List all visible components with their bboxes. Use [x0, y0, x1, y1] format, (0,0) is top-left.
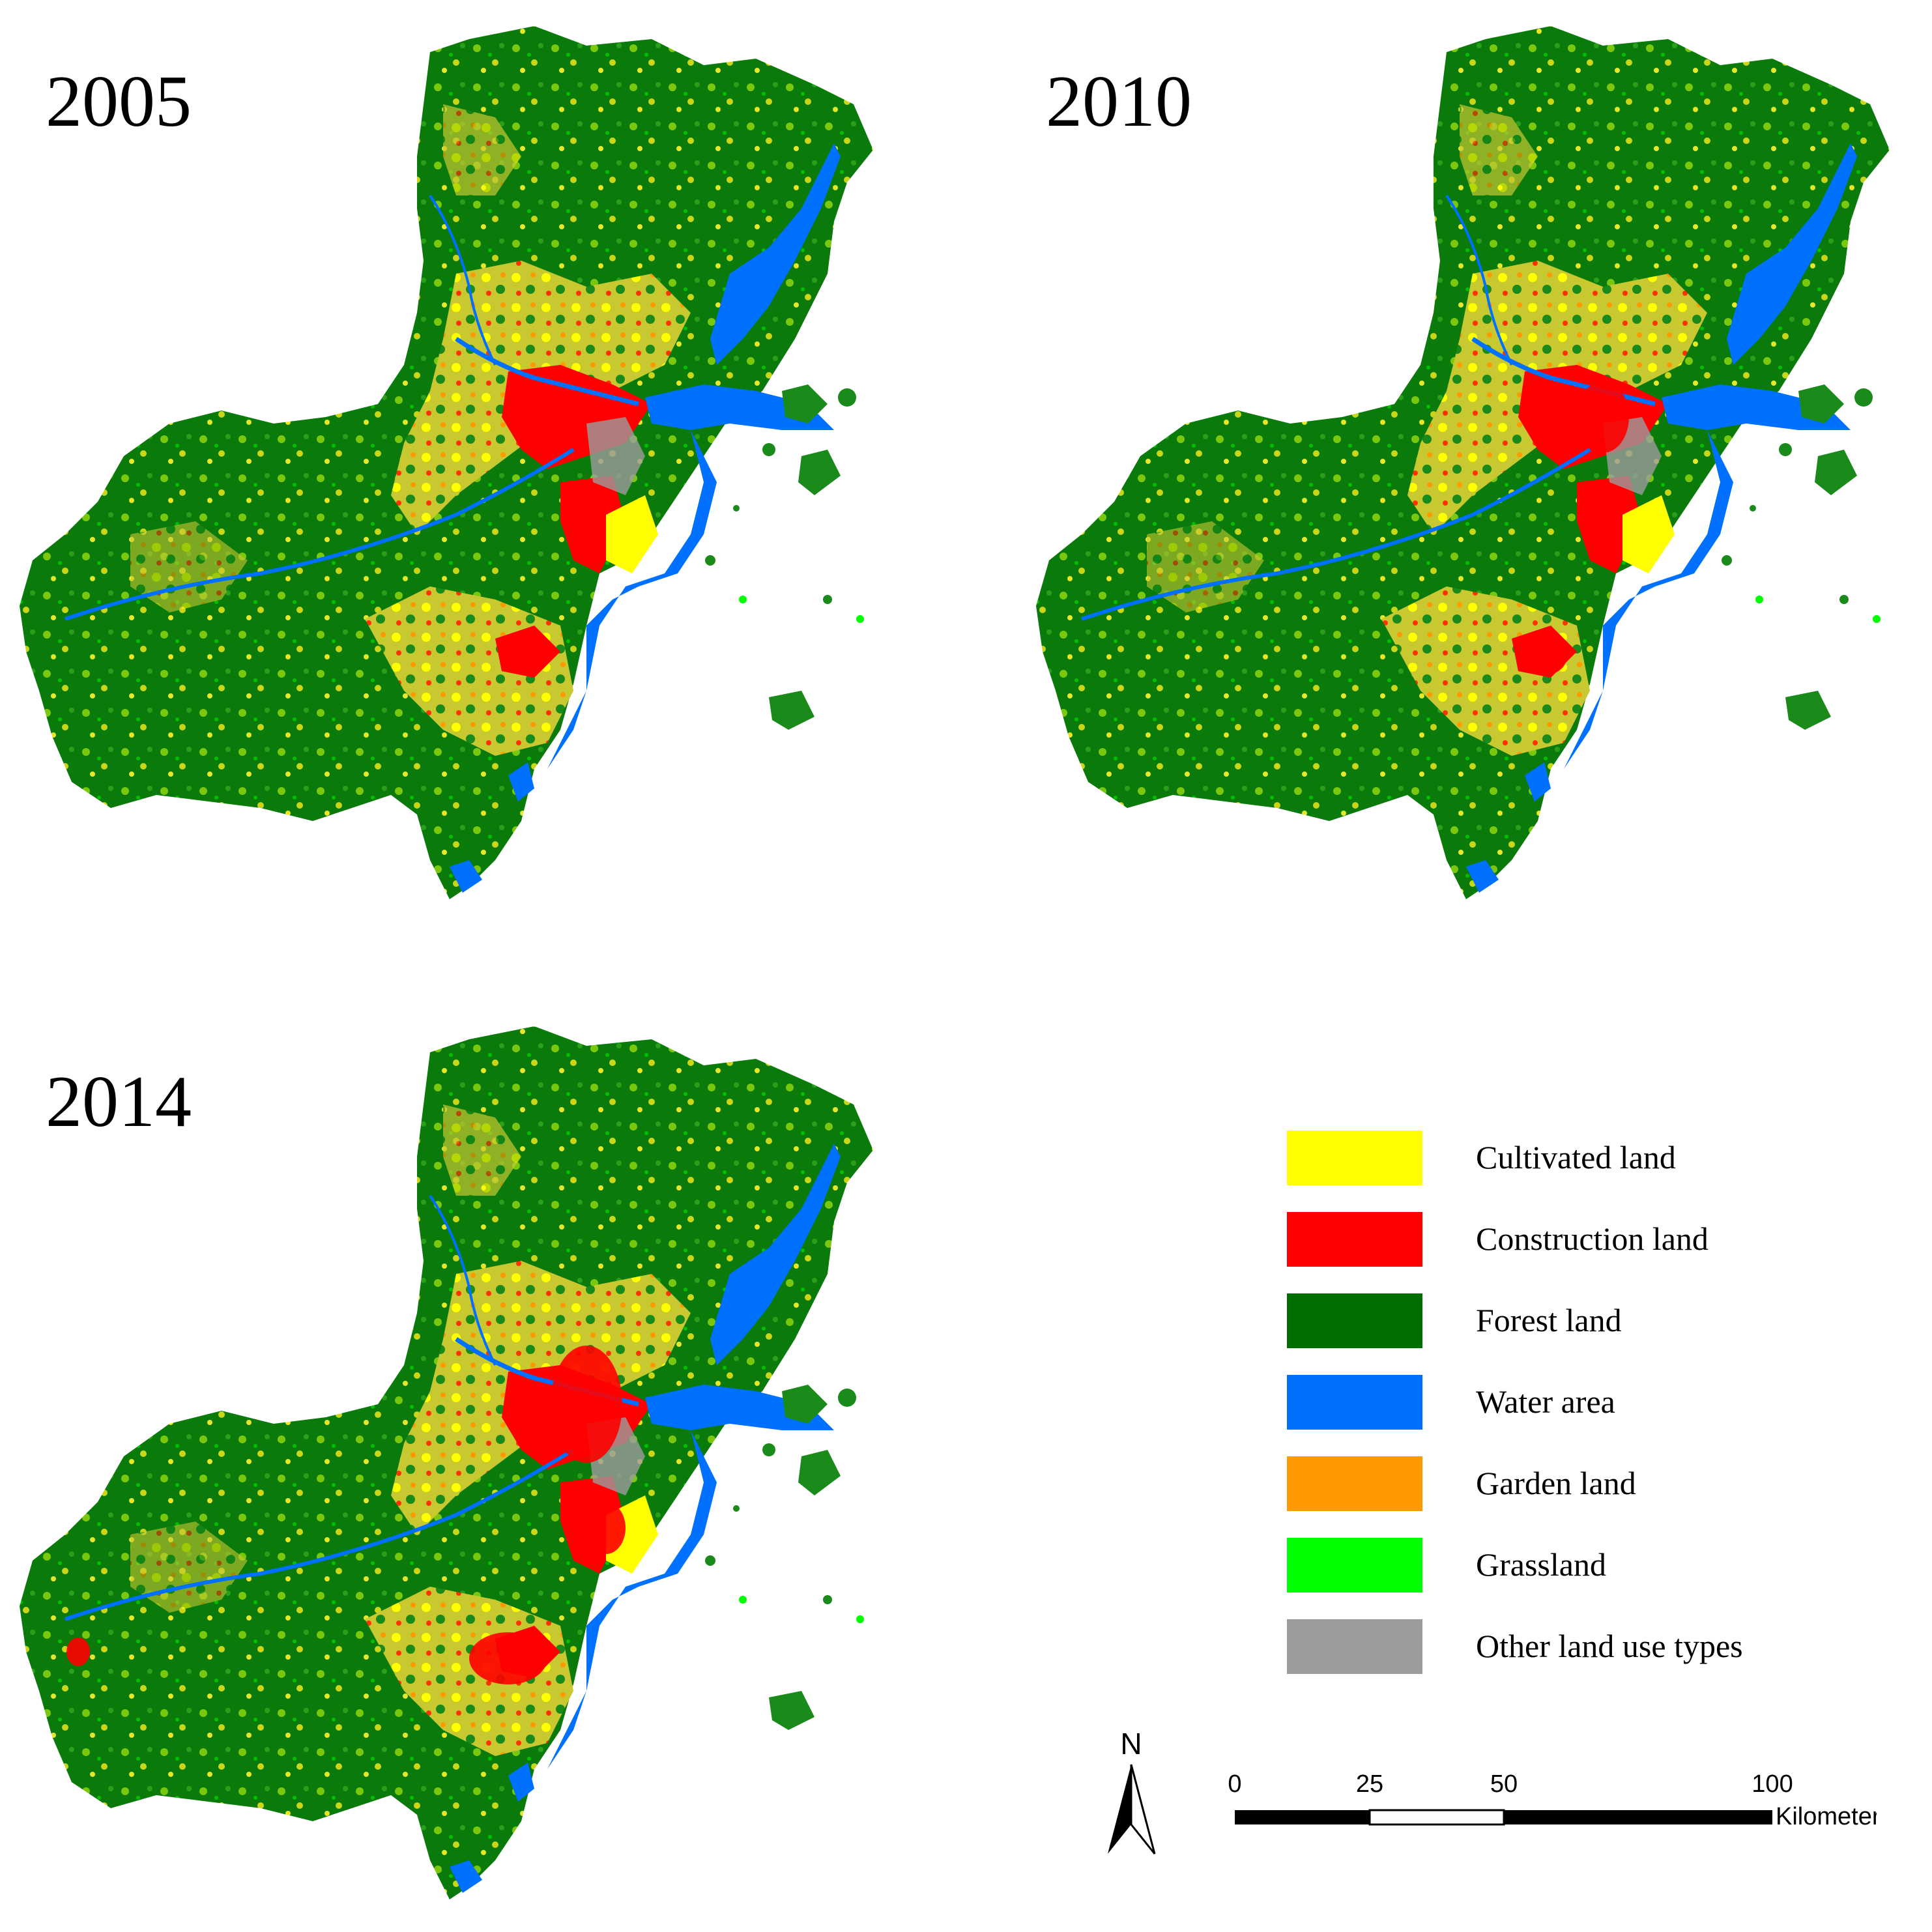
- scale-segment: [1368, 1809, 1505, 1826]
- map-panel-2010: 2010: [1016, 0, 1929, 925]
- cultivated-land-swatch-icon: [1287, 1131, 1422, 1185]
- scale-tick-label: 0: [1228, 1770, 1241, 1798]
- scale-tick-label: 25: [1356, 1770, 1383, 1798]
- legend-item-grassland: Grassland: [1287, 1538, 1873, 1594]
- garden-land-swatch-icon: [1287, 1456, 1422, 1511]
- scale-unit: Kilometers: [1776, 1803, 1877, 1830]
- scale-bar: 0 25 50 100 Kilometers: [1228, 1770, 1877, 1830]
- grassland-swatch-icon: [1287, 1538, 1422, 1593]
- map-panel-2005: 2005: [0, 0, 912, 925]
- north-arrow-icon: N: [1108, 1727, 1156, 1854]
- other-land-swatch-icon: [1287, 1619, 1422, 1674]
- legend-label: Forest land: [1476, 1302, 1622, 1338]
- scale-segment: [1235, 1810, 1370, 1824]
- legend-label: Other land use types: [1476, 1628, 1743, 1664]
- legend-label: Water area: [1476, 1383, 1615, 1420]
- scale-tick-label: 50: [1490, 1770, 1518, 1798]
- scale-segment: [1504, 1810, 1772, 1824]
- construction-land-swatch-icon: [1287, 1212, 1422, 1267]
- legend-label: Grassland: [1476, 1546, 1606, 1583]
- legend-item-other: Other land use types: [1287, 1619, 1873, 1675]
- forest-land-swatch-icon: [1287, 1293, 1422, 1348]
- map-2014: [0, 1000, 912, 1925]
- legend-item-cultivated: Cultivated land: [1287, 1131, 1873, 1187]
- water-area-swatch-icon: [1287, 1375, 1422, 1430]
- legend-item-water: Water area: [1287, 1375, 1873, 1431]
- legend-label: Cultivated land: [1476, 1139, 1676, 1175]
- legend-label: Construction land: [1476, 1220, 1709, 1257]
- year-label: 2005: [46, 61, 192, 142]
- legend-label: Garden land: [1476, 1465, 1636, 1501]
- year-label: 2010: [1046, 61, 1192, 142]
- legend-item-construction: Construction land: [1287, 1212, 1873, 1268]
- map-panel-2014: 2014: [0, 1000, 912, 1925]
- legend-item-garden: Garden land: [1287, 1456, 1873, 1512]
- year-label: 2014: [46, 1061, 192, 1142]
- scale-tick-label: 100: [1752, 1770, 1793, 1798]
- north-label: N: [1120, 1727, 1142, 1761]
- map-2010: [1016, 0, 1929, 925]
- legend-item-forest: Forest land: [1287, 1293, 1873, 1349]
